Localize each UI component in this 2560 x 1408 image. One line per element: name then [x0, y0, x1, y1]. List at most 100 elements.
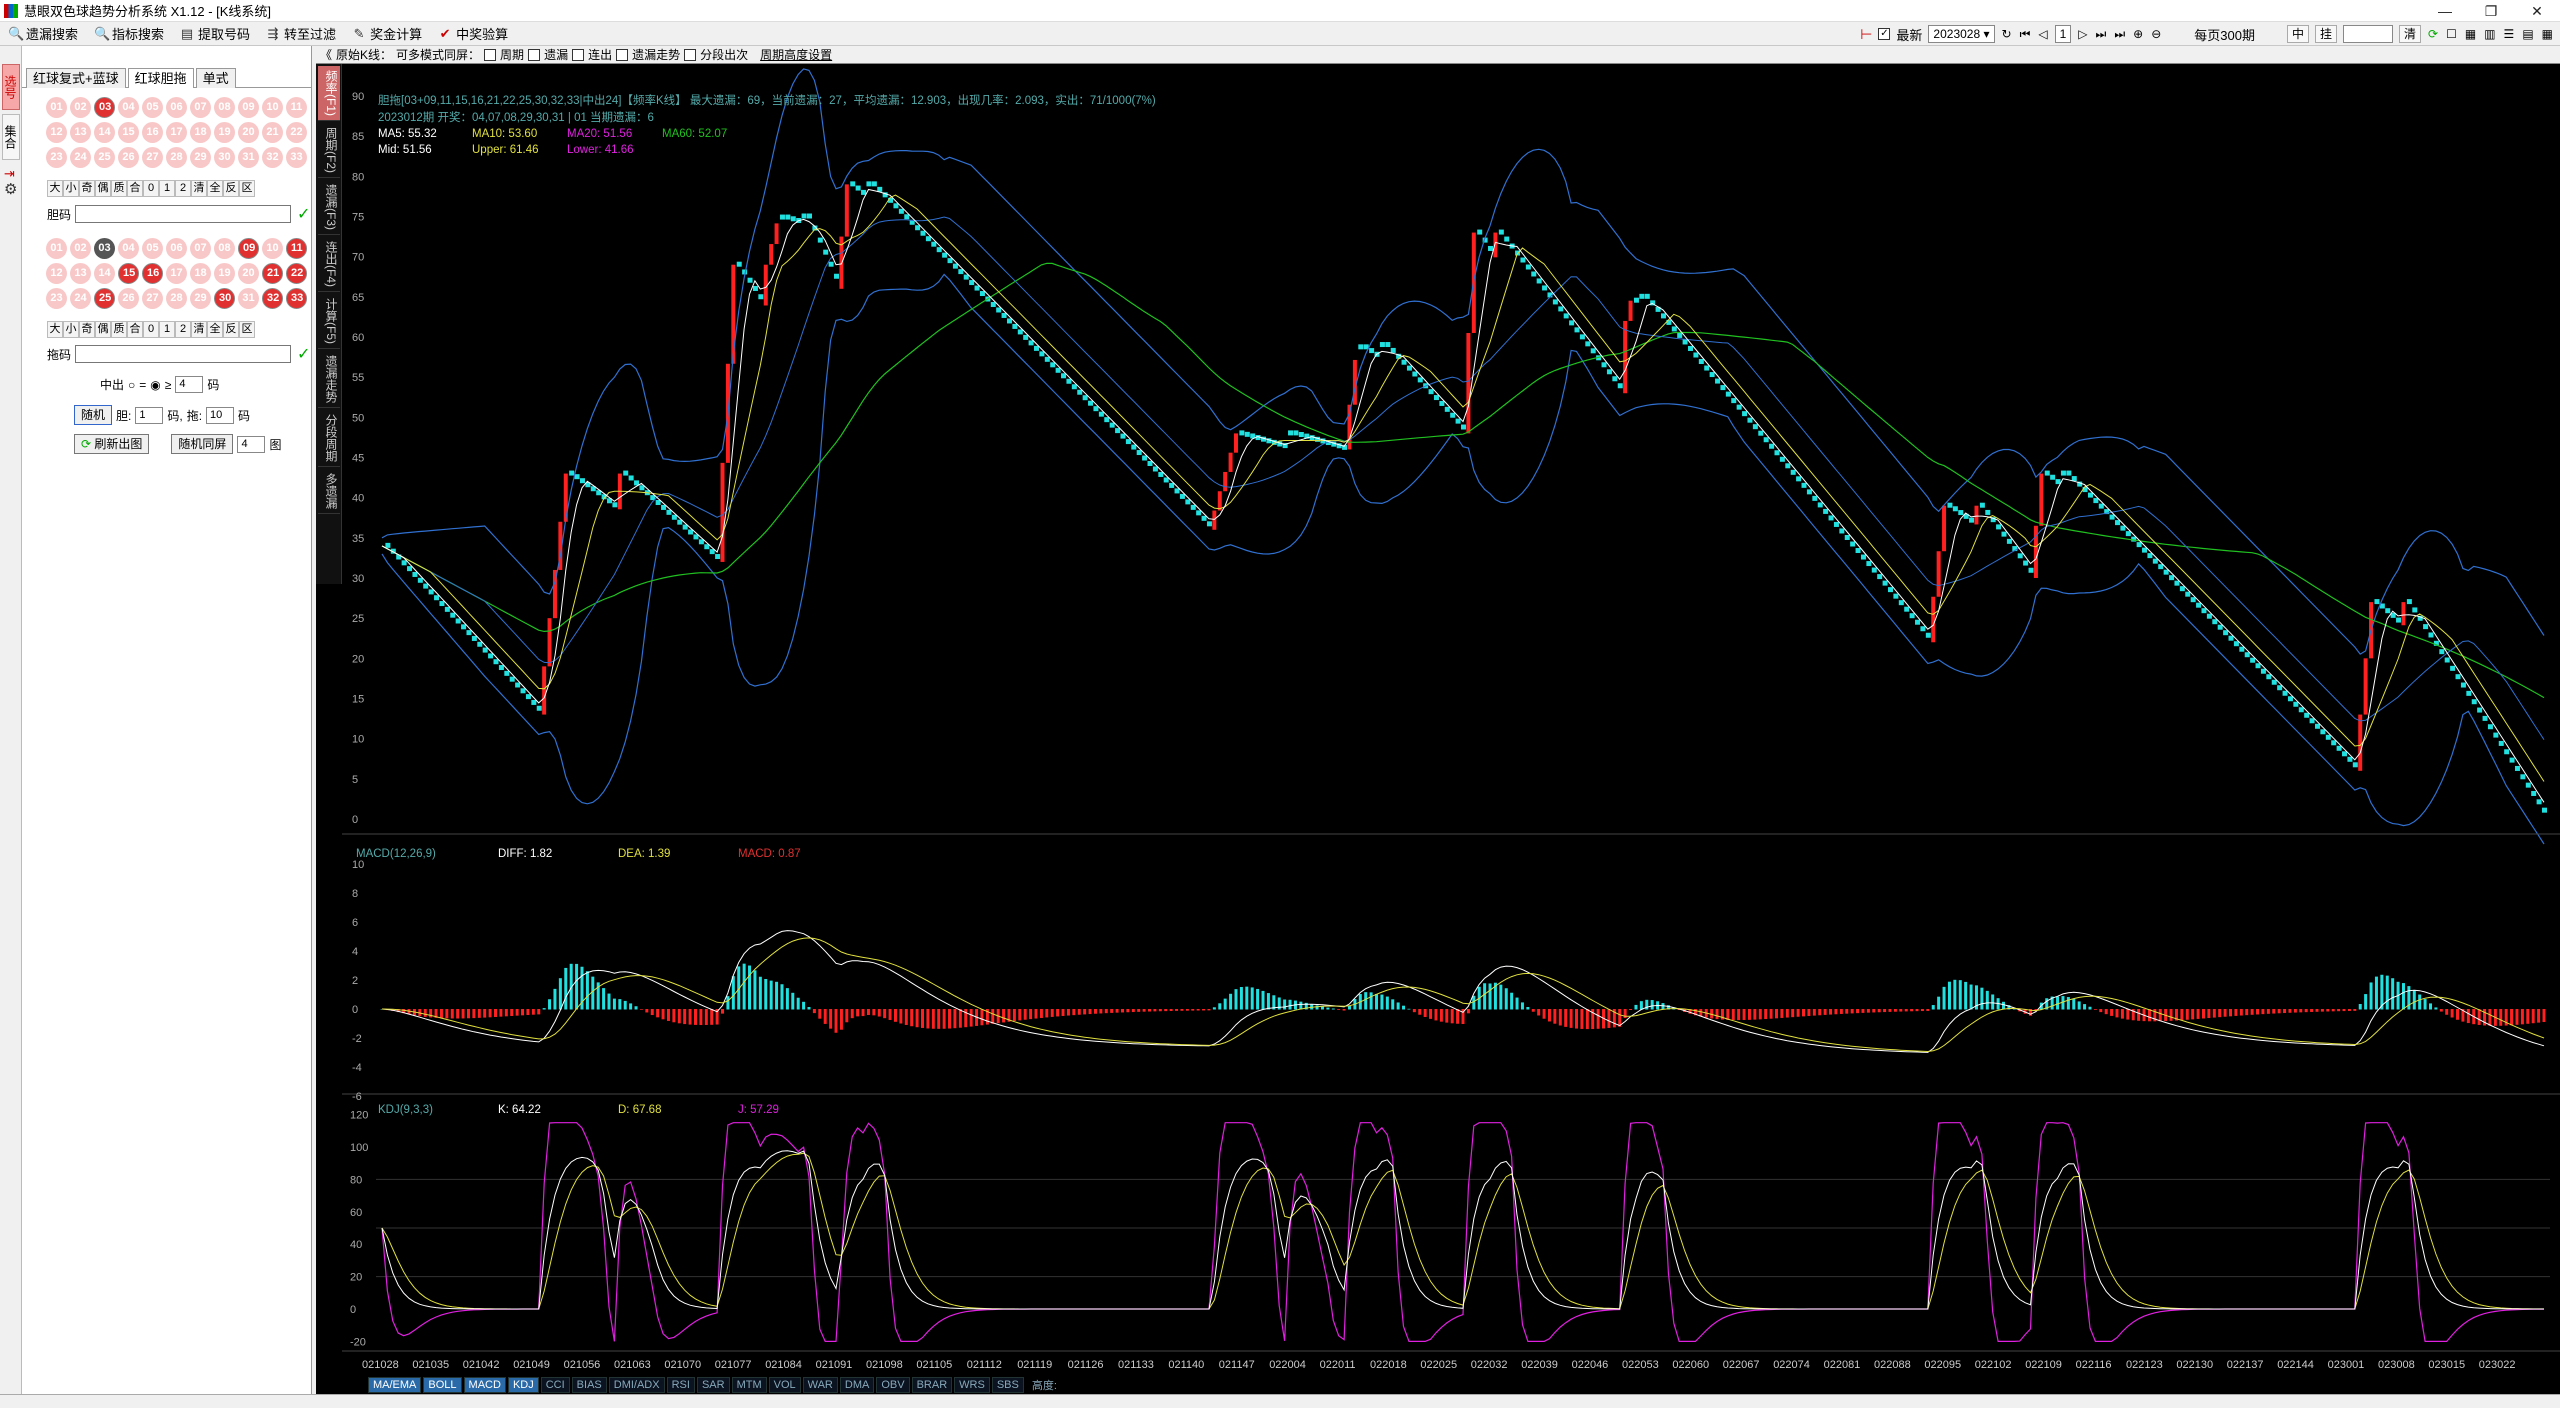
indicator-search-button[interactable]: 🔍 指标搜索 — [94, 25, 165, 42]
opt-missing-trend-checkbox[interactable] — [616, 48, 629, 61]
dan-ball-05[interactable]: 05 — [142, 97, 163, 118]
pin-icon[interactable]: ⊢ — [1860, 25, 1873, 42]
indicator-13[interactable]: OBV — [876, 1377, 910, 1393]
tuo-ball-31[interactable]: 31 — [238, 288, 259, 309]
layout-3-icon[interactable]: ▥ — [2484, 27, 2496, 41]
screen-count-stepper[interactable]: 4 — [237, 435, 266, 453]
dan-ball-22[interactable]: 22 — [286, 122, 307, 143]
indicator-16[interactable]: SBS — [991, 1377, 1024, 1393]
opt-missing-checkbox[interactable] — [528, 48, 541, 61]
dan-ball-23[interactable]: 23 — [46, 147, 67, 168]
dan-ball-03[interactable]: 03 — [94, 97, 115, 118]
dan-opt-2[interactable]: 奇 — [79, 180, 95, 197]
tuo-ball-26[interactable]: 26 — [118, 288, 139, 309]
tuo-ball-02[interactable]: 02 — [70, 238, 91, 259]
tuo-ball-24[interactable]: 24 — [70, 288, 91, 309]
dan-ball-11[interactable]: 11 — [286, 97, 307, 118]
dan-ball-09[interactable]: 09 — [238, 97, 259, 118]
tuo-opt-12[interactable]: 区 — [239, 321, 255, 338]
tab-collection[interactable]: 集合 — [2, 114, 20, 160]
radio-eq[interactable]: ○ — [128, 377, 136, 392]
dan-ball-20[interactable]: 20 — [238, 122, 259, 143]
dan-opt-12[interactable]: 区 — [239, 180, 255, 197]
dan-ball-17[interactable]: 17 — [166, 122, 187, 143]
page-number-input[interactable]: 1 — [2054, 25, 2072, 43]
tuo-opt-0[interactable]: 大 — [47, 321, 63, 338]
tuo-ball-28[interactable]: 28 — [166, 288, 187, 309]
dan-opt-7[interactable]: 1 — [159, 180, 175, 197]
indicator-0[interactable]: MA/EMA — [368, 1377, 422, 1393]
indicator-11[interactable]: WAR — [802, 1377, 838, 1393]
prev-page-icon[interactable]: ◁ — [2038, 27, 2048, 41]
dan-ball-07[interactable]: 07 — [190, 97, 211, 118]
dan-ball-29[interactable]: 29 — [190, 147, 211, 168]
close-icon[interactable]: ✕ — [2531, 3, 2543, 19]
tuo-ball-15[interactable]: 15 — [118, 263, 139, 284]
tab-red-compound-blue[interactable]: 红球复式+蓝球 — [26, 68, 126, 88]
tuo-ball-03[interactable]: 03 — [94, 238, 115, 259]
tab-select-numbers[interactable]: 选号 — [2, 64, 20, 110]
tuo-ball-09[interactable]: 09 — [238, 238, 259, 259]
layout-4-icon[interactable]: ☰ — [2503, 27, 2515, 41]
last-page-icon[interactable]: ⏭ — [2114, 26, 2126, 41]
opt-consecutive-checkbox[interactable] — [572, 48, 585, 61]
tuo-ball-13[interactable]: 13 — [70, 263, 91, 284]
tuo-ball-10[interactable]: 10 — [262, 238, 283, 259]
dan-ball-25[interactable]: 25 — [94, 147, 115, 168]
chart-tab-7[interactable]: 多遗漏 — [318, 469, 340, 514]
tuo-opt-7[interactable]: 1 — [159, 321, 175, 338]
dan-ball-30[interactable]: 30 — [214, 147, 235, 168]
tuo-ball-12[interactable]: 12 — [46, 263, 67, 284]
indicator-12[interactable]: DMA — [839, 1377, 875, 1393]
dan-confirm-icon[interactable]: ✓ — [297, 206, 311, 223]
indicator-3[interactable]: KDJ — [507, 1377, 539, 1393]
win-verify-button[interactable]: ✔ 中奖验算 — [439, 25, 509, 42]
dan-opt-10[interactable]: 全 — [207, 180, 223, 197]
mid-button[interactable]: 中 — [2286, 25, 2309, 43]
per-page-label[interactable]: 每页300期 — [2194, 27, 2255, 43]
radio-gte[interactable]: ◉ — [150, 377, 161, 392]
chart-tab-5[interactable]: 遗漏走势 — [318, 351, 340, 408]
next-page-icon[interactable]: ▷ — [2078, 27, 2088, 41]
zoom-in-icon[interactable]: ⊕ — [2133, 27, 2144, 41]
goto-filter-button[interactable]: ⇶ 转至过滤 — [267, 25, 337, 42]
dan-ball-16[interactable]: 16 — [142, 122, 163, 143]
tuo-ball-05[interactable]: 05 — [142, 238, 163, 259]
dan-ball-13[interactable]: 13 — [70, 122, 91, 143]
hang-input[interactable] — [2343, 25, 2394, 43]
dan-count-stepper[interactable]: 1 — [135, 406, 164, 424]
chart-tab-4[interactable]: 计算(F5) — [318, 294, 340, 349]
indicator-6[interactable]: DMI/ADX — [608, 1377, 665, 1393]
dan-ball-01[interactable]: 01 — [46, 97, 67, 118]
missing-search-button[interactable]: 🔍 遗漏搜索 — [8, 25, 79, 42]
zhongchu-stepper[interactable]: 4 — [175, 376, 204, 393]
tuo-opt-6[interactable]: 0 — [143, 321, 159, 338]
tuo-ball-04[interactable]: 04 — [118, 238, 139, 259]
tuo-ball-11[interactable]: 11 — [286, 238, 307, 259]
minimize-icon[interactable]: — — [2438, 3, 2452, 19]
indicator-9[interactable]: MTM — [731, 1377, 767, 1393]
tuo-confirm-icon[interactable]: ✓ — [297, 346, 311, 363]
period-height-link[interactable]: 周期高度设置 — [760, 48, 833, 62]
dan-ball-19[interactable]: 19 — [214, 122, 235, 143]
dan-ball-14[interactable]: 14 — [94, 122, 115, 143]
clear-button[interactable]: 清 — [2399, 25, 2422, 43]
dan-ball-12[interactable]: 12 — [46, 122, 67, 143]
dan-ball-18[interactable]: 18 — [190, 122, 211, 143]
dan-opt-9[interactable]: 清 — [191, 180, 207, 197]
tuo-ball-14[interactable]: 14 — [94, 263, 115, 284]
tuo-ball-19[interactable]: 19 — [214, 263, 235, 284]
dan-ball-02[interactable]: 02 — [70, 97, 91, 118]
gear-icon[interactable]: ⚙ — [4, 181, 18, 198]
tuo-ball-18[interactable]: 18 — [190, 263, 211, 284]
dan-opt-4[interactable]: 质 — [111, 180, 127, 197]
dan-opt-3[interactable]: 偶 — [95, 180, 111, 197]
chart-tab-3[interactable]: 连出(F4) — [318, 237, 340, 292]
tuo-opt-1[interactable]: 小 — [63, 321, 79, 338]
dan-ball-08[interactable]: 08 — [214, 97, 235, 118]
indicator-15[interactable]: WRS — [954, 1377, 990, 1393]
chart-tab-0[interactable]: 频率(F1) — [318, 66, 340, 121]
dan-ball-33[interactable]: 33 — [286, 147, 307, 168]
tuo-ball-25[interactable]: 25 — [94, 288, 115, 309]
tuo-ball-29[interactable]: 29 — [190, 288, 211, 309]
